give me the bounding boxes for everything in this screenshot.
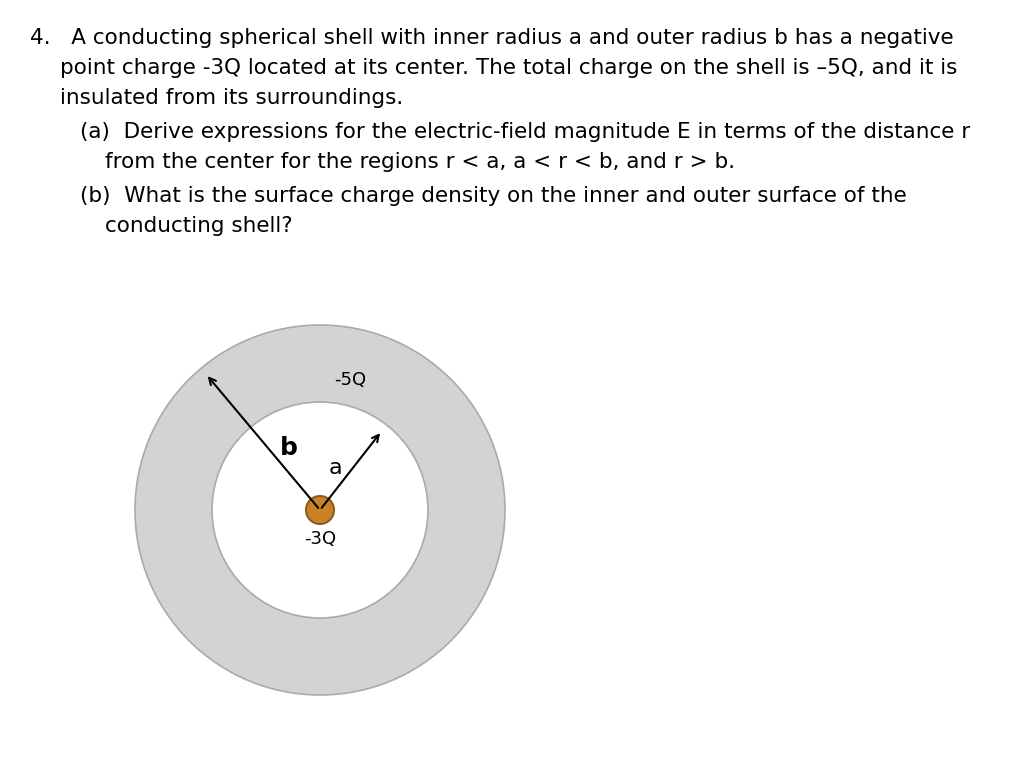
Text: insulated from its surroundings.: insulated from its surroundings. <box>60 88 403 108</box>
Text: conducting shell?: conducting shell? <box>105 216 293 236</box>
Text: b: b <box>280 437 298 461</box>
Text: (b)  What is the surface charge density on the inner and outer surface of the: (b) What is the surface charge density o… <box>80 186 906 206</box>
Circle shape <box>212 402 428 618</box>
Text: -3Q: -3Q <box>304 530 336 548</box>
Text: from the center for the regions r < a, a < r < b, and r > b.: from the center for the regions r < a, a… <box>105 152 735 172</box>
Text: (a)  Derive expressions for the electric-field magnitude E in terms of the dista: (a) Derive expressions for the electric-… <box>80 122 971 142</box>
Text: point charge -3Q located at its center. The total charge on the shell is –5Q, an: point charge -3Q located at its center. … <box>60 58 957 78</box>
Text: 4.   A conducting spherical shell with inner radius a and outer radius b has a n: 4. A conducting spherical shell with inn… <box>30 28 953 48</box>
Circle shape <box>135 325 505 695</box>
Circle shape <box>306 496 334 524</box>
Text: -5Q: -5Q <box>334 371 366 389</box>
Text: a: a <box>329 458 343 478</box>
